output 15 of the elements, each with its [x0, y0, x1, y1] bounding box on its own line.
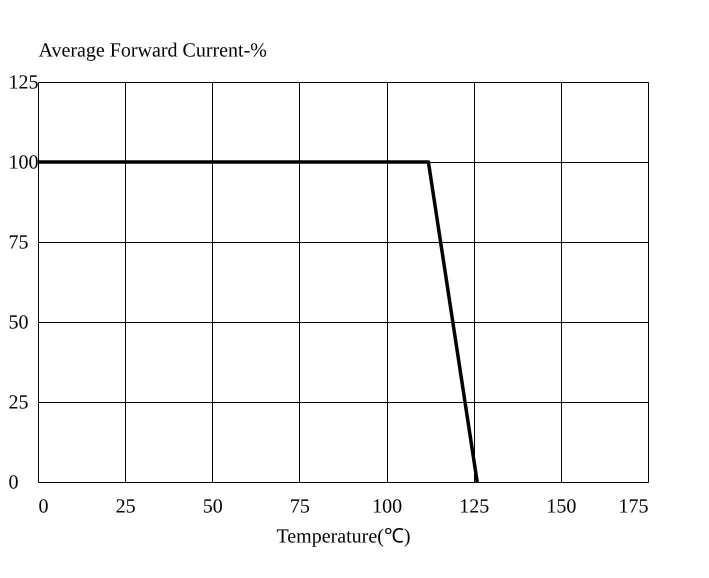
x-axis-title: Temperature(℃): [276, 526, 411, 548]
y-axis-title: Average Forward Current-%: [38, 40, 267, 62]
x-tick-label: 25: [116, 496, 136, 518]
x-tick-label: 50: [202, 496, 223, 518]
y-tick-label: 50: [8, 312, 28, 334]
y-tick-label: 125: [8, 72, 38, 94]
x-tick-label: 150: [546, 496, 576, 518]
y-tick-label: 100: [8, 152, 38, 174]
x-tick-label: 175: [618, 496, 648, 518]
y-tick-label: 0: [8, 472, 18, 494]
y-tick-label: 25: [8, 392, 28, 414]
x-tick-label: 100: [372, 496, 402, 518]
y-tick-label: 75: [8, 232, 28, 254]
x-tick-label: 125: [459, 496, 490, 518]
x-tick-label: 75: [290, 496, 310, 518]
